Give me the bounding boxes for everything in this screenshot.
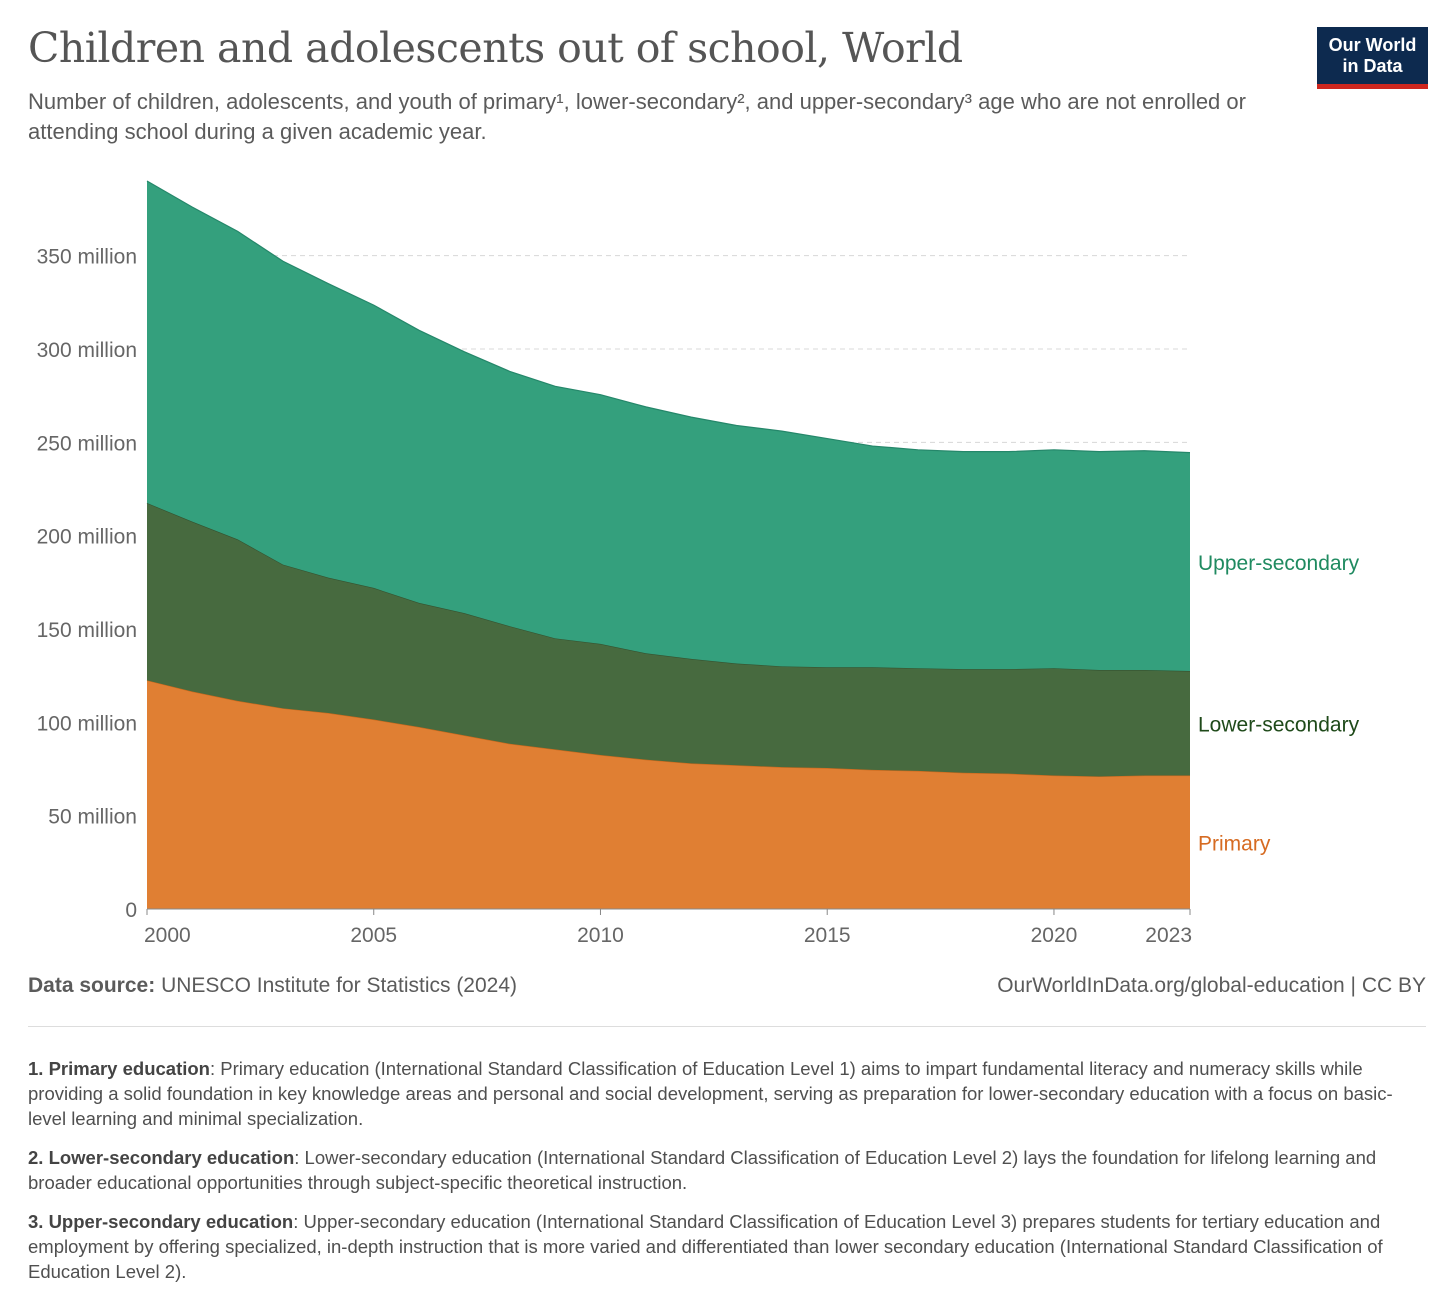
footer-divider	[28, 1026, 1426, 1027]
data-source: Data source: UNESCO Institute for Statis…	[28, 974, 517, 998]
x-tick-label: 2020	[1031, 924, 1078, 947]
area-primary-line	[146, 679, 1190, 778]
x-tick-label: 2000	[144, 924, 191, 947]
area-upper-secondary-line	[146, 180, 1191, 454]
chart-subtitle: Number of children, adolescents, and you…	[28, 89, 1246, 144]
source-url[interactable]: OurWorldInData.org/global-education | CC…	[997, 974, 1426, 997]
chart-title: Children and adolescents out of school, …	[28, 24, 963, 72]
footnote-text: : Lower-secondary education (Internation…	[28, 1147, 1377, 1193]
y-tick-label: 150 million	[37, 619, 137, 642]
chart-areas	[146, 180, 1191, 909]
footnote-title: 3. Upper-secondary education	[28, 1211, 294, 1232]
y-tick-label: 100 million	[37, 712, 137, 735]
footnote-title: 2. Lower-secondary education	[28, 1147, 295, 1168]
owid-logo[interactable]: Our World in Data	[1317, 27, 1428, 89]
footnote-upper-secondary: 3. Upper-secondary education: Upper-seco…	[28, 1209, 1428, 1284]
y-axis: 0 50 million 100 million 150 million 200 mil…	[37, 246, 137, 922]
footnotes: 1. Primary education: Primary education …	[28, 1056, 1428, 1298]
footnote-primary: 1. Primary education: Primary education …	[28, 1056, 1428, 1131]
x-tick-label: 2010	[577, 924, 624, 947]
label-lower-secondary: Lower-secondary	[1198, 713, 1360, 736]
area-primary[interactable]	[147, 680, 1190, 909]
y-tick-label: 300 million	[37, 339, 137, 362]
y-tick-label: 250 million	[37, 432, 137, 455]
logo-line-1: Our World	[1328, 35, 1417, 55]
label-upper-secondary: Upper-secondary	[1198, 552, 1360, 575]
footnote-text: : Primary education (International Stand…	[28, 1058, 1393, 1129]
x-tick-label: 2005	[350, 924, 397, 947]
area-lower-secondary[interactable]	[147, 502, 1190, 777]
y-tick-label: 50 million	[48, 806, 137, 829]
area-upper-secondary[interactable]	[147, 180, 1190, 672]
x-tick-label: 2015	[804, 924, 851, 947]
footnote-lower-secondary: 2. Lower-secondary education: Lower-seco…	[28, 1145, 1428, 1195]
series-labels: Primary Lower-secondary Upper-secondary	[1198, 552, 1360, 855]
data-source-label: Data source:	[28, 974, 156, 997]
area-chart: 0 50 million 100 million 150 million 200 mil…	[37, 180, 1360, 947]
y-tick-label: 350 million	[37, 246, 137, 269]
x-axis: 2000 2005 2010 2015 2020 2023	[144, 908, 1192, 947]
footnote-title: 1. Primary education	[28, 1058, 210, 1079]
y-tick-label: 200 million	[37, 526, 137, 549]
data-source-text: UNESCO Institute for Statistics (2024)	[161, 974, 518, 997]
logo-line-2: in Data	[1342, 56, 1403, 76]
footnote-text: : Upper-secondary education (Internation…	[28, 1211, 1383, 1282]
x-tick-label: 2023	[1145, 924, 1192, 947]
label-primary: Primary	[1198, 832, 1271, 855]
y-tick-label: 0	[125, 899, 137, 922]
